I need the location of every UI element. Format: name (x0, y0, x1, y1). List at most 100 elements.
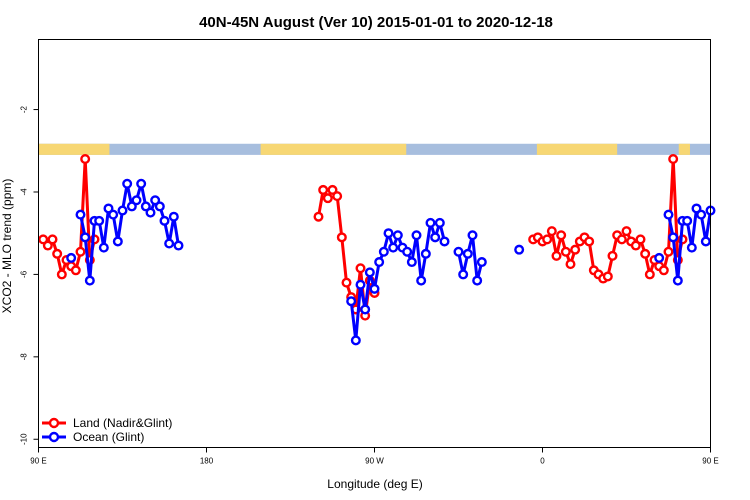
data-point (103, 203, 114, 214)
y-tick-label: -2 (20, 105, 29, 113)
data-point (700, 236, 711, 247)
data-point (159, 215, 170, 226)
data-point (38, 234, 49, 245)
x-axis: 90 E 180 90 W 0 90 E (30, 447, 719, 466)
data-point (66, 252, 77, 263)
data-point (350, 335, 361, 346)
data-point (341, 277, 352, 288)
data-point (439, 236, 450, 247)
data-point (682, 215, 693, 226)
data-point (654, 252, 665, 263)
data-point (168, 211, 179, 222)
data-point (696, 209, 707, 220)
data-point (570, 244, 581, 255)
x-tick-label: 180 (200, 457, 214, 466)
data-point (453, 246, 464, 257)
plot-frame (38, 39, 711, 448)
data-point (374, 257, 385, 268)
x-tick-label: 0 (540, 457, 545, 466)
data-point (355, 263, 366, 274)
data-point (402, 246, 413, 257)
data-point (425, 217, 436, 228)
data-point (430, 232, 441, 243)
data-point (150, 195, 161, 206)
data-point (556, 230, 567, 241)
data-point (75, 246, 86, 257)
data-point (514, 244, 525, 255)
data-point (476, 257, 487, 268)
data-point (70, 265, 81, 276)
data-point (686, 242, 697, 253)
x-tick-label: 90 E (702, 457, 718, 466)
data-point (388, 242, 399, 253)
data-point (84, 275, 95, 286)
land-band-segment (260, 143, 407, 155)
data-point (584, 236, 595, 247)
data-point (42, 240, 53, 251)
data-point (658, 265, 669, 276)
data-point (313, 211, 324, 222)
data-point (420, 248, 431, 259)
data-point (467, 230, 478, 241)
data-point (164, 238, 175, 249)
data-point (672, 275, 683, 286)
data-point (458, 269, 469, 280)
data-point (434, 217, 445, 228)
y-axis-label: XCO2 - MLO trend (ppm) (0, 179, 14, 314)
data-point (369, 283, 380, 294)
data-point (136, 178, 147, 189)
series-layer (38, 154, 716, 346)
series-line (79, 182, 712, 342)
data-point (56, 269, 67, 280)
data-point (108, 209, 119, 220)
data-point (663, 246, 674, 257)
x-tick-label: 90 W (365, 457, 384, 466)
data-point (640, 248, 651, 259)
legend-marker (48, 431, 60, 443)
data-point (80, 154, 91, 165)
data-point (551, 250, 562, 261)
data-point (616, 234, 627, 245)
data-point (52, 248, 63, 259)
data-point (565, 259, 576, 270)
data-point (94, 215, 105, 226)
data-point (635, 234, 646, 245)
data-point (364, 267, 375, 278)
x-axis-label: Longitude (deg E) (327, 477, 422, 491)
y-axis: -2 -4 -6 -8 -10 (20, 105, 39, 445)
data-point (126, 201, 137, 212)
data-point (80, 232, 91, 243)
data-point (346, 296, 357, 307)
data-point (630, 240, 641, 251)
data-point (383, 228, 394, 239)
x-tick-label: 90 E (30, 457, 46, 466)
data-point (360, 304, 371, 315)
legend: Land (Nadir&Glint)Ocean (Glint) (42, 416, 172, 444)
data-point (691, 203, 702, 214)
land-band-segment (38, 143, 110, 155)
data-point (392, 230, 403, 241)
legend-marker (48, 417, 60, 429)
chart-title: 40N-45N August (Ver 10) 2015-01-01 to 20… (199, 14, 553, 31)
data-point (154, 201, 165, 212)
data-point (621, 226, 632, 237)
data-point (47, 234, 58, 245)
data-point (122, 178, 133, 189)
y-tick-label: -10 (20, 433, 29, 445)
data-point (117, 205, 128, 216)
data-point (322, 193, 333, 204)
y-tick-label: -6 (20, 270, 29, 278)
data-point (542, 234, 553, 245)
data-point (355, 279, 366, 290)
data-point (406, 257, 417, 268)
data-point (644, 269, 655, 280)
data-point (327, 184, 338, 195)
data-point (75, 209, 86, 220)
data-point (332, 191, 343, 202)
data-point (668, 154, 679, 165)
legend-label: Ocean (Glint) (73, 430, 144, 444)
data-point (546, 226, 557, 237)
data-point (112, 236, 123, 247)
data-point (416, 275, 427, 286)
